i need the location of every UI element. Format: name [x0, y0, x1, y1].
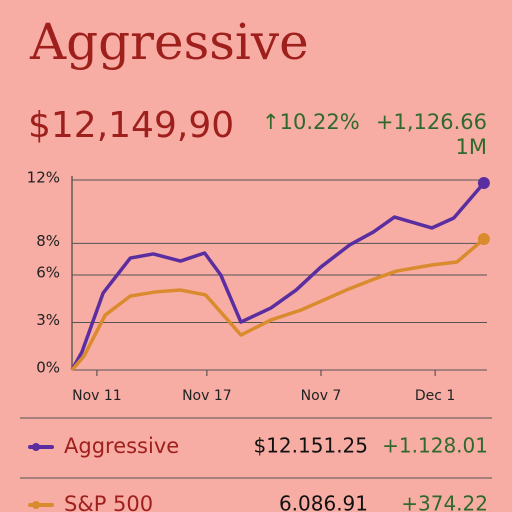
legend-change: +1.128.01	[382, 434, 488, 458]
legend-label: Aggressive	[64, 434, 179, 458]
x-tick-label: Dec 1	[415, 388, 455, 404]
change-period: 1M	[456, 135, 487, 159]
line-series	[70, 181, 486, 371]
legend-swatch-dot	[32, 443, 40, 451]
change-percent: ↑10.22%	[262, 110, 360, 134]
y-tick-label: 6%	[36, 264, 60, 282]
y-tick-label: 0%	[36, 359, 60, 377]
legend-price: $12.151.25	[253, 434, 368, 458]
change-absolute: +1,126.66	[376, 110, 487, 134]
price: $12,149,90	[28, 105, 234, 146]
line-series	[70, 237, 486, 372]
chart-title: Aggressive	[29, 13, 309, 71]
legend-swatch-dot	[32, 501, 40, 509]
legend-change: +374.22	[401, 492, 488, 512]
end-point	[477, 233, 490, 246]
legend-label: S&P 500	[64, 492, 153, 512]
end-point	[477, 177, 490, 190]
x-tick-label: Nov 11	[72, 388, 122, 404]
x-tick-label: Nov 17	[182, 388, 232, 404]
x-tick-label: Nov 7	[301, 388, 342, 404]
y-tick-label: 8%	[36, 232, 60, 250]
y-tick-label: 3%	[36, 311, 60, 329]
y-tick-label: 12%	[27, 169, 60, 187]
legend-price: 6.086.91	[279, 492, 368, 512]
